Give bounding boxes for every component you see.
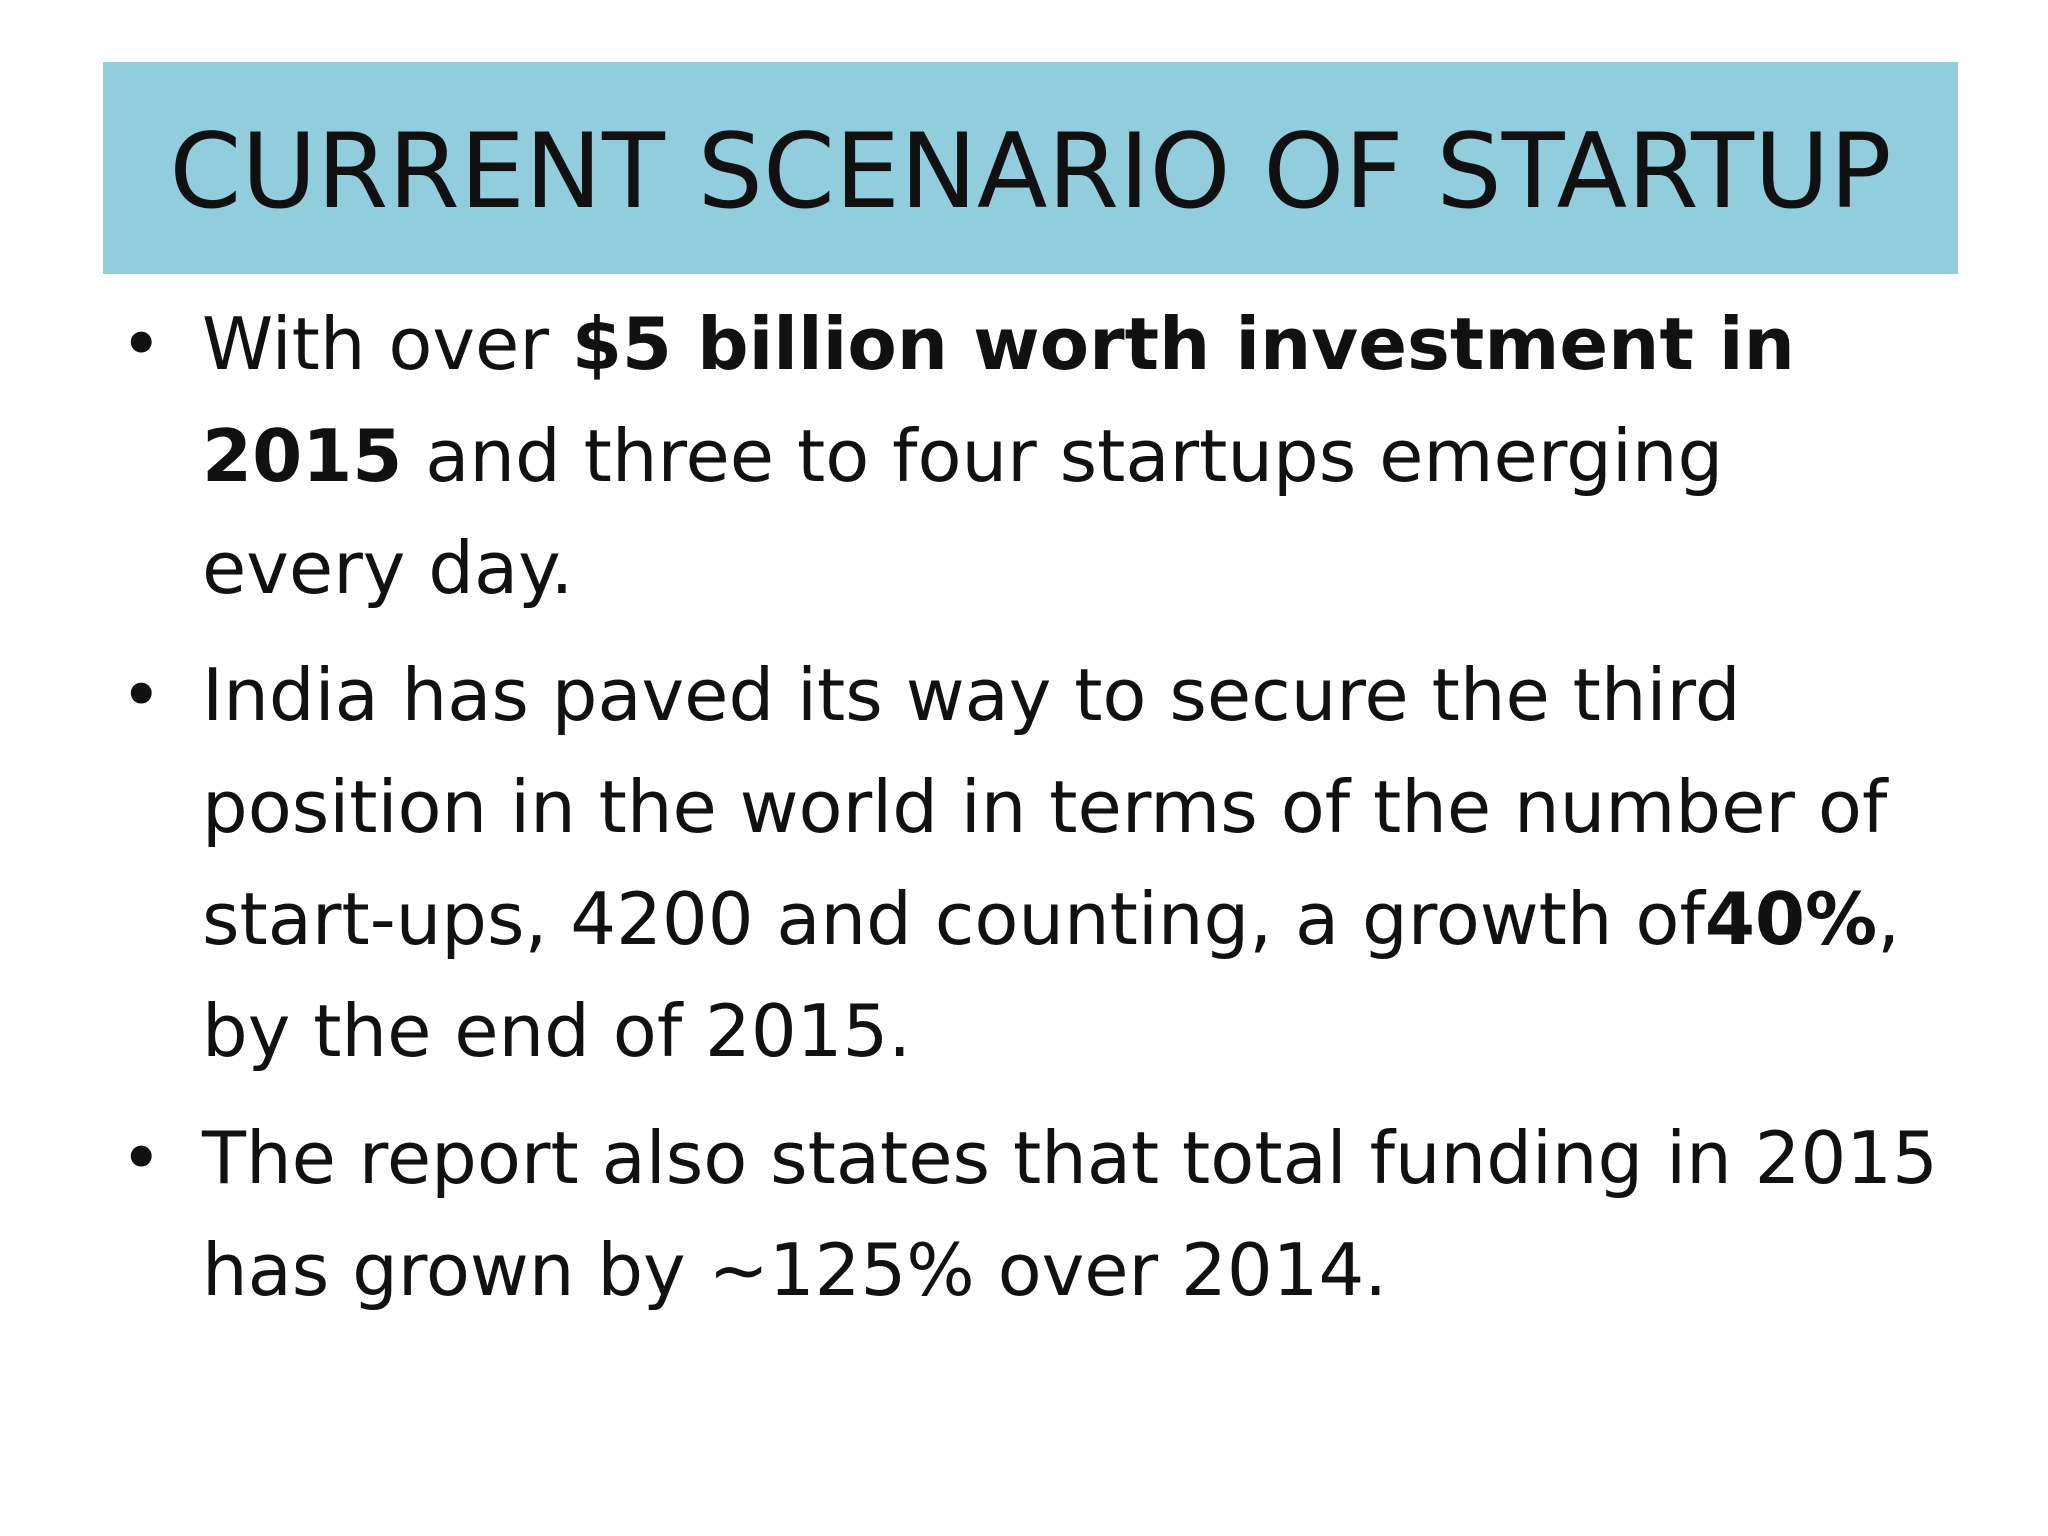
bullet-text-segment: With over [202,302,572,386]
bullet-icon: • [120,1116,163,1200]
bullet-item: • The report also states that total fundi… [120,1102,1940,1326]
bullet-text-bold: 40% [1704,877,1878,961]
bullet-item: • India has paved its way to secure the … [120,639,1940,1087]
bullet-list: • With over $5 billion worth investment i… [120,288,1940,1341]
bullet-item: • With over $5 billion worth investment i… [120,288,1940,624]
slide-title: CURRENT SCENARIO OF STARTUP [169,112,1892,232]
bullet-text-segment: The report also states that total fundin… [202,1116,1938,1312]
bullet-text-bold: $5 billion worth investment in 2015 [202,302,1795,498]
bullet-icon: • [120,302,163,386]
title-bar: CURRENT SCENARIO OF STARTUP [103,62,1958,274]
bullet-text-segment: India has paved its way to secure the th… [202,653,1888,961]
bullet-text-segment: and three to four startups emerging ever… [202,414,1724,610]
bullet-icon: • [120,653,163,737]
bullet-text-segment: , by the end of 2015. [202,877,1901,1073]
